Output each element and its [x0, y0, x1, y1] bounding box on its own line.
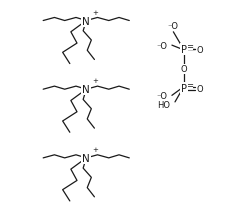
Text: N: N: [82, 153, 90, 163]
Text: HO: HO: [157, 101, 170, 110]
Text: N: N: [82, 17, 90, 26]
Text: N: N: [82, 85, 90, 95]
Text: O: O: [197, 84, 203, 93]
Text: +: +: [92, 146, 98, 152]
Text: +: +: [92, 10, 98, 16]
Text: ⁻O: ⁻O: [156, 91, 167, 100]
Text: O: O: [197, 45, 203, 54]
Text: =: =: [186, 81, 193, 90]
Text: +: +: [92, 78, 98, 84]
Text: P: P: [181, 84, 187, 94]
Text: O: O: [180, 65, 187, 74]
Text: P: P: [181, 45, 187, 55]
Text: ⁻O: ⁻O: [156, 41, 167, 50]
Text: ⁻O: ⁻O: [168, 22, 179, 31]
Text: =: =: [186, 42, 193, 51]
